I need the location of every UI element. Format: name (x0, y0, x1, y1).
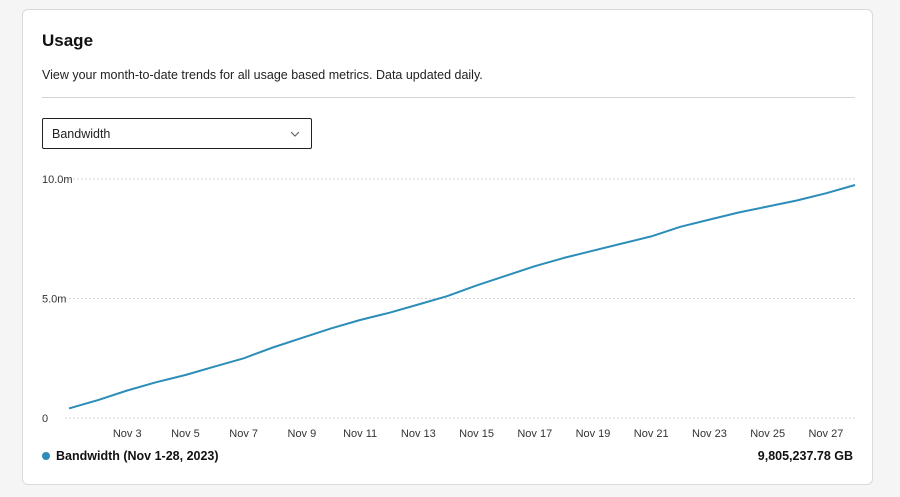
legend-label: Bandwidth (Nov 1-28, 2023) (56, 449, 219, 463)
x-tick-label: Nov 3 (113, 428, 142, 440)
usage-card: Usage View your month-to-date trends for… (22, 9, 873, 485)
card-title: Usage (42, 31, 94, 50)
x-tick-label: Nov 25 (750, 428, 785, 440)
x-tick-label: Nov 15 (459, 428, 494, 440)
divider (42, 97, 855, 98)
bandwidth-series-line (68, 184, 856, 410)
chart-legend: Bandwidth (Nov 1-28, 2023) (42, 449, 219, 463)
x-tick-label: Nov 19 (576, 428, 611, 440)
bandwidth-total: 9,805,237.78 GB (757, 449, 853, 463)
y-tick-label: 5.0m (42, 294, 66, 306)
x-tick-label: Nov 5 (171, 428, 200, 440)
bandwidth-line-chart: 0 5.0m 10.0m Nov 3 Nov 5 Nov 7 Nov 9 Nov 11 Nov … (42, 174, 856, 440)
x-tick-label: Nov 7 (229, 428, 258, 440)
chevron-down-icon (290, 131, 300, 137)
x-tick-label: Nov 9 (288, 428, 317, 440)
x-tick-label: Nov 27 (808, 428, 843, 440)
metric-select-value: Bandwidth (52, 127, 111, 141)
x-tick-label: Nov 11 (343, 428, 377, 440)
x-tick-label: Nov 17 (517, 428, 552, 440)
legend-dot (42, 452, 50, 460)
x-tick-label: Nov 21 (634, 428, 669, 440)
y-tick-label: 10.0m (42, 174, 73, 186)
y-tick-label: 0 (42, 413, 48, 425)
card-description: View your month-to-date trends for all u… (42, 68, 483, 82)
x-tick-label: Nov 13 (401, 428, 436, 440)
metric-select[interactable]: Bandwidth (42, 118, 312, 149)
x-tick-label: Nov 23 (692, 428, 727, 440)
